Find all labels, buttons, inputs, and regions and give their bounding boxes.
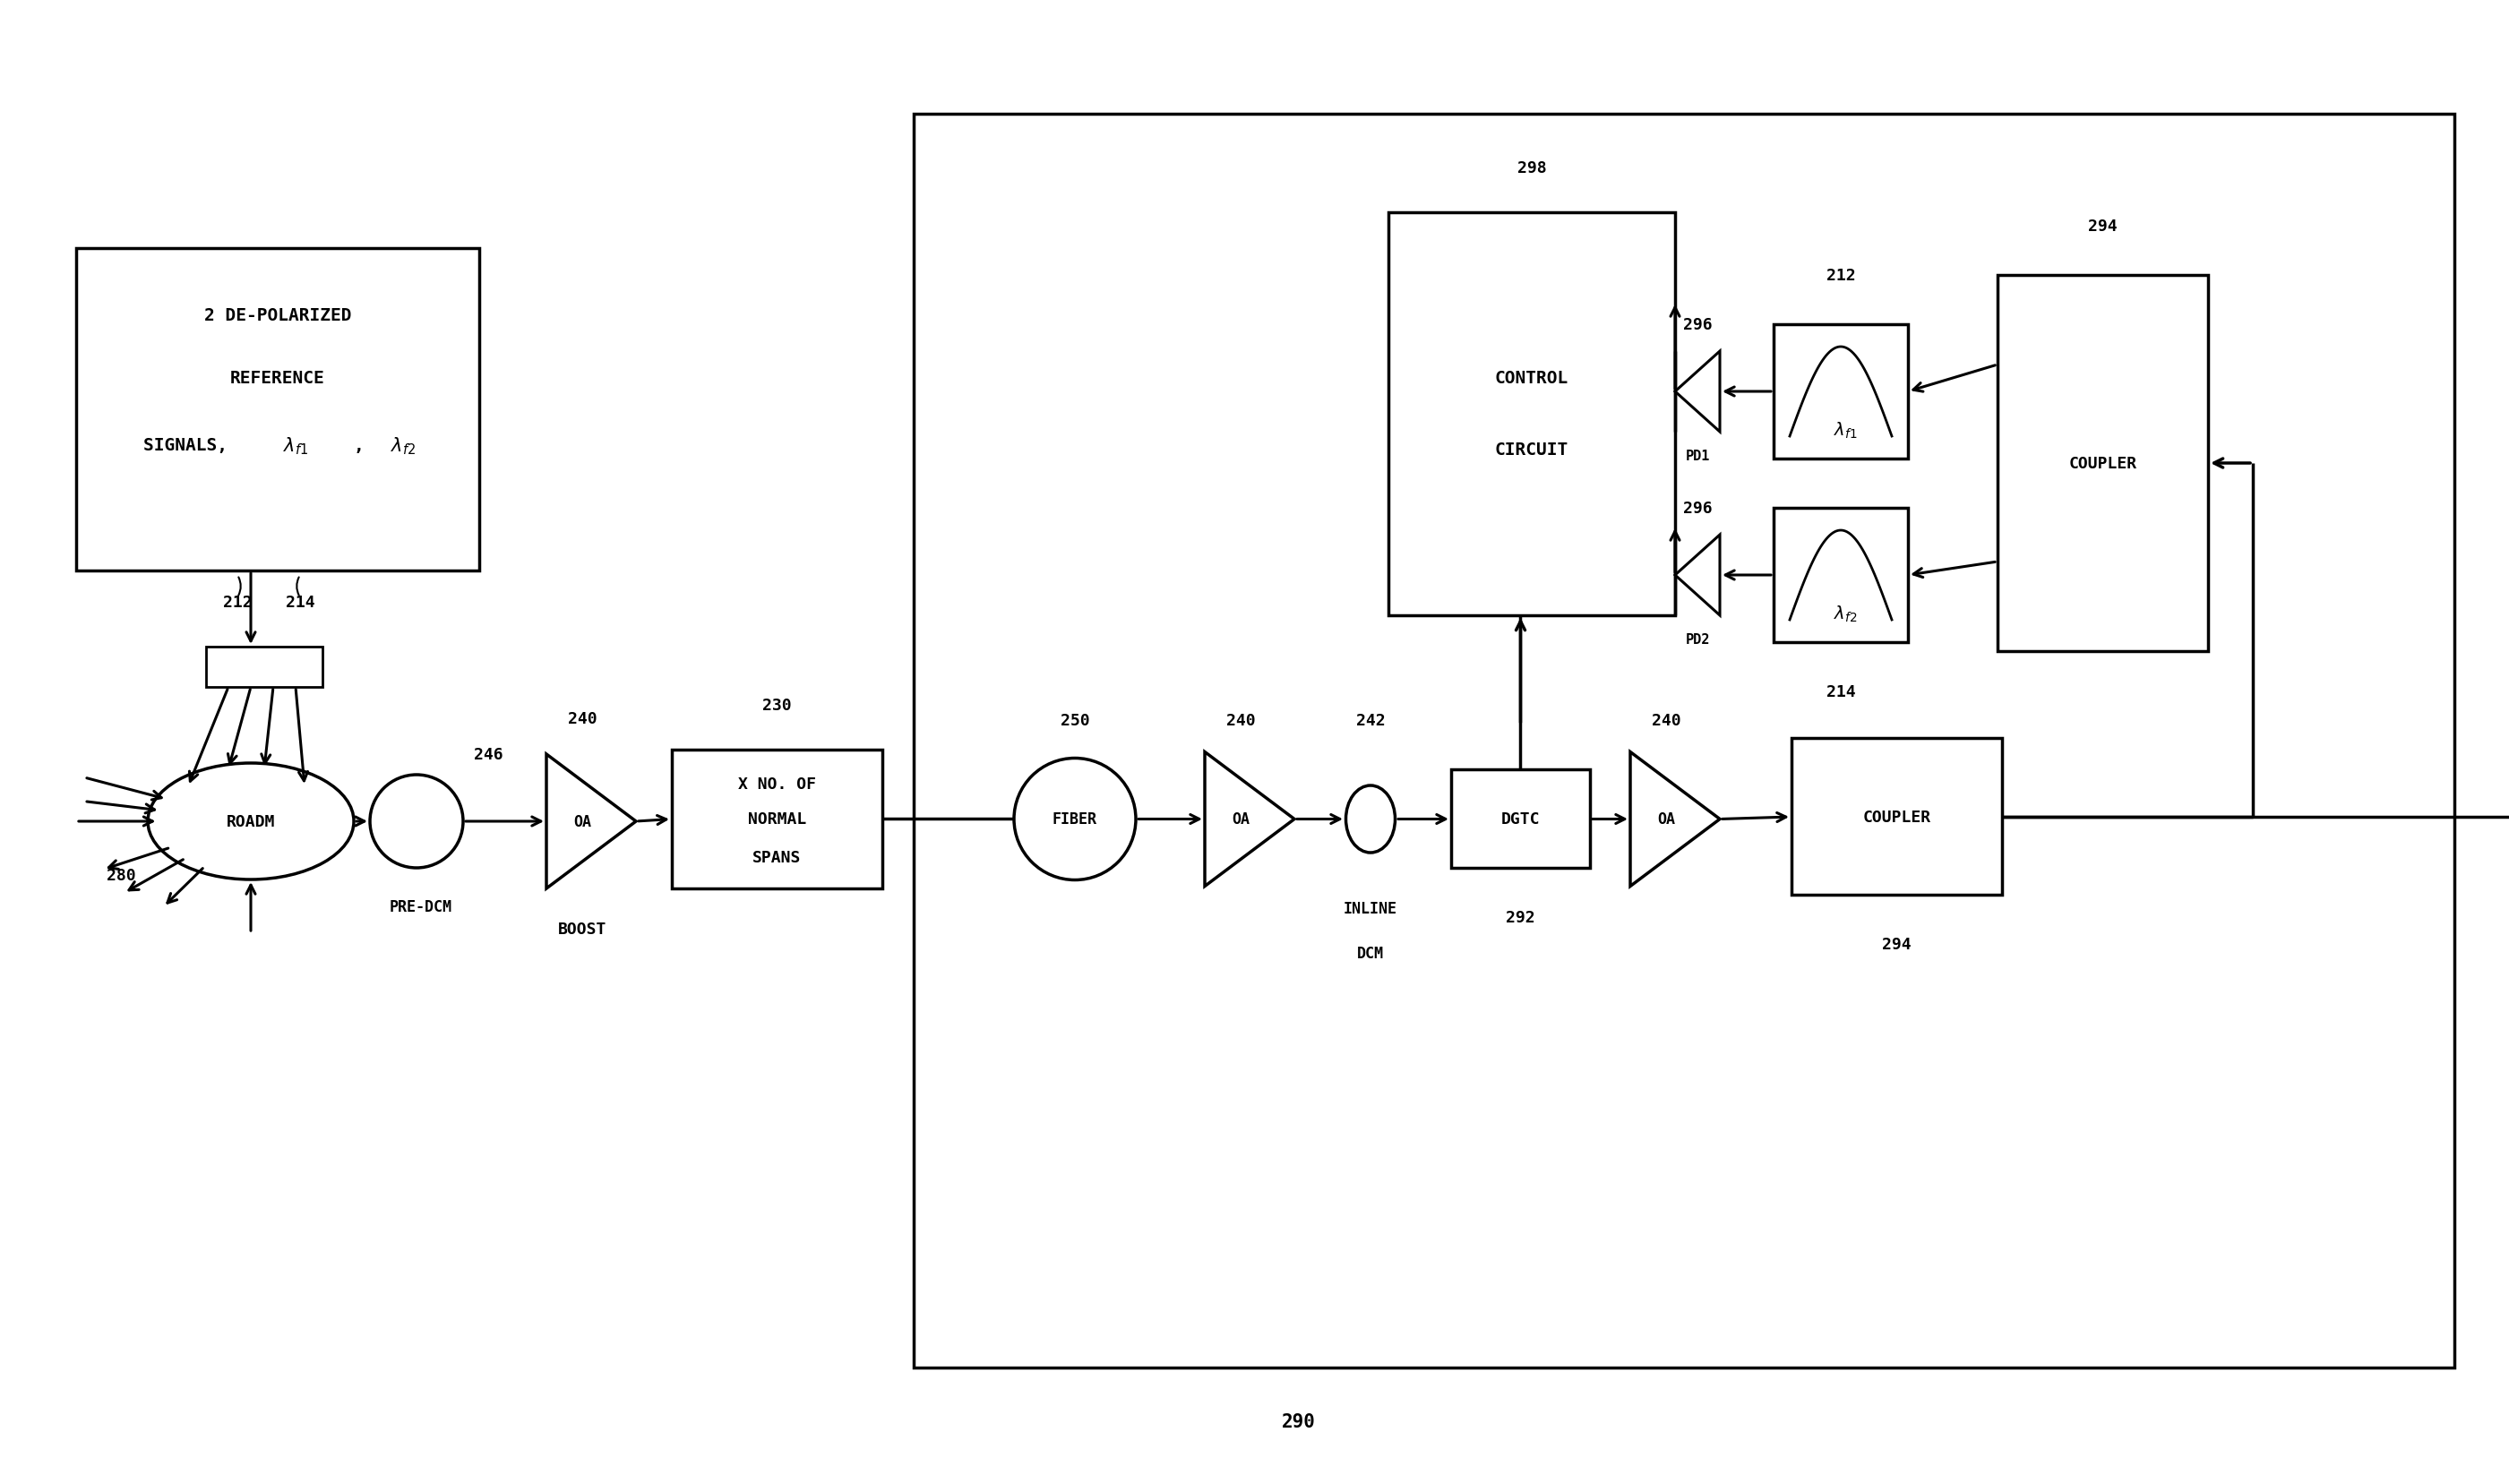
Text: $\lambda_{f1}$: $\lambda_{f1}$ [1834,420,1857,441]
FancyBboxPatch shape [1774,509,1907,643]
Text: NORMAL: NORMAL [748,812,805,828]
Text: SPANS: SPANS [753,849,800,865]
Text: $\lambda_{f2}$: $\lambda_{f2}$ [391,435,416,456]
Text: OA: OA [1232,812,1249,828]
Text: ,: , [354,438,364,454]
Ellipse shape [148,763,354,880]
Text: PRE-DCM: PRE-DCM [389,899,452,914]
Text: 292: 292 [1505,910,1536,926]
Text: COUPLER: COUPLER [2070,456,2138,472]
Polygon shape [1204,752,1295,886]
Text: 246: 246 [474,746,502,763]
Polygon shape [1676,536,1719,616]
Polygon shape [1676,352,1719,432]
FancyBboxPatch shape [672,749,883,889]
Text: 296: 296 [1684,500,1711,516]
Text: DCM: DCM [1357,945,1385,962]
Text: 280: 280 [105,867,135,883]
Text: 240: 240 [1227,712,1254,729]
FancyBboxPatch shape [1997,276,2208,651]
FancyBboxPatch shape [1450,770,1591,868]
Text: 240: 240 [1651,712,1681,729]
Ellipse shape [1345,787,1395,853]
Circle shape [1014,758,1137,880]
Text: 242: 242 [1355,712,1385,729]
Text: 290: 290 [1282,1413,1315,1431]
Text: OA: OA [1656,812,1676,828]
Text: PD2: PD2 [1686,634,1709,647]
Text: COUPLER: COUPLER [1862,809,1932,825]
FancyBboxPatch shape [206,647,324,687]
Polygon shape [547,754,635,889]
Text: 250: 250 [1061,712,1089,729]
Text: 212: 212 [1827,267,1854,283]
Polygon shape [1631,752,1719,886]
Text: 214: 214 [286,594,314,610]
Text: X NO. OF: X NO. OF [738,776,815,792]
Text: 298: 298 [1518,160,1546,177]
Text: $\lambda_{f2}$: $\lambda_{f2}$ [1834,604,1857,623]
Circle shape [369,775,464,868]
Text: 294: 294 [2087,218,2118,234]
Text: PD1: PD1 [1686,450,1709,463]
Text: 296: 296 [1684,318,1711,332]
FancyBboxPatch shape [1774,325,1907,459]
Text: CONTROL: CONTROL [1495,370,1568,387]
Text: 230: 230 [763,697,793,714]
Text: OA: OA [572,813,592,830]
Text: SIGNALS,: SIGNALS, [143,438,238,454]
Text: 240: 240 [567,711,597,727]
Text: 2 DE-POLARIZED: 2 DE-POLARIZED [203,307,351,325]
FancyBboxPatch shape [1387,214,1676,616]
Text: 214: 214 [1827,684,1854,700]
Text: DGTC: DGTC [1500,812,1541,828]
Text: 294: 294 [1882,936,1912,953]
Text: FIBER: FIBER [1051,812,1096,828]
FancyBboxPatch shape [1791,739,2002,895]
Text: REFERENCE: REFERENCE [231,370,326,387]
Text: ROADM: ROADM [226,813,276,830]
Text: INLINE: INLINE [1345,901,1398,917]
Text: $\lambda_{f1}$: $\lambda_{f1}$ [284,435,309,456]
Text: BOOST: BOOST [557,922,607,936]
Text: 212: 212 [223,594,251,610]
Text: CIRCUIT: CIRCUIT [1495,442,1568,459]
FancyBboxPatch shape [75,249,479,571]
